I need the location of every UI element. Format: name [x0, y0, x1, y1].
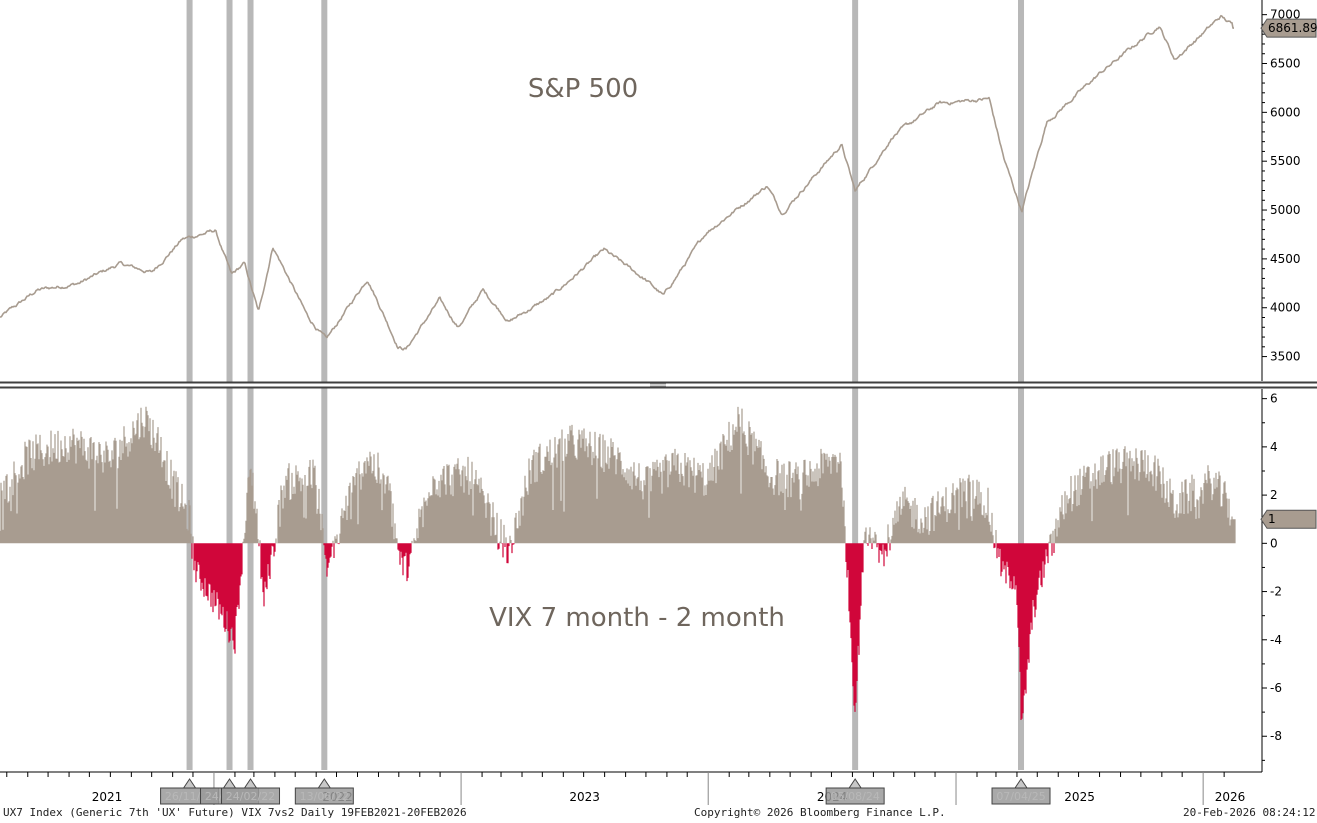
event-marker-5: 05/08/24	[825, 778, 885, 805]
year-label-2025: 2025	[1064, 790, 1095, 804]
vix-last-value-tag: 1	[1260, 509, 1317, 529]
vix-y-tick-label: -4	[1270, 633, 1282, 647]
panel-divider-gap	[0, 382, 1317, 388]
event-marker-label: 07/04/25	[996, 790, 1045, 803]
footer-timestamp: 20-Feb-2026 08:24:12	[1183, 806, 1316, 819]
footer-series-info: UX7 Index (Generic 7th 'UX' Future) VIX …	[3, 806, 467, 819]
sp500-panel	[0, 14, 1234, 351]
sp500-y-tick-label: 4000	[1270, 301, 1301, 315]
year-label-2021: 2021	[92, 790, 123, 804]
sp500-y-tick-label: 5000	[1270, 203, 1301, 217]
sp500-last-value-tag-shape	[1260, 18, 1317, 38]
sp500-y-tick-label: 5500	[1270, 154, 1301, 168]
sp500-y-tick-label: 4500	[1270, 252, 1301, 266]
vix-y-tick-label: 0	[1270, 536, 1278, 550]
event-marker-label: 13/06/22	[300, 790, 349, 803]
vix-y-tick-label: -6	[1270, 681, 1282, 695]
vix-spread-title: VIX 7 month - 2 month	[489, 603, 785, 633]
sp500-y-tick-label: 7000	[1270, 8, 1301, 22]
event-marker-box	[825, 787, 885, 805]
sp500-y-tick-label: 6500	[1270, 57, 1301, 71]
vix-term-spread-panel	[0, 406, 1236, 720]
event-marker-box	[221, 787, 281, 805]
event-marker-label: 24/02/22	[226, 790, 275, 803]
event-marker-label: 05/08/24	[830, 790, 879, 803]
vix-last-value-tag-shape	[1260, 509, 1317, 529]
vix-y-tick-label: 6	[1270, 392, 1278, 406]
vix-y-tick-label: -2	[1270, 585, 1282, 599]
sp500-price-line	[0, 14, 1234, 351]
sp500-last-value-tag: 6861.89	[1260, 18, 1317, 38]
event-marker-box	[294, 787, 354, 805]
year-label-2023: 2023	[569, 790, 600, 804]
event-marker-4: 13/06/22	[294, 778, 354, 805]
vix-y-tick-label: -8	[1270, 729, 1282, 743]
sp500-y-tick-label: 3500	[1270, 350, 1301, 364]
vix-y-tick-label: 2	[1270, 488, 1278, 502]
year-label-2026: 2026	[1215, 790, 1246, 804]
footer-copyright: Copyright© 2026 Bloomberg Finance L.P.	[694, 806, 946, 819]
vix-spread-negative-bars	[191, 543, 1055, 720]
sp500-last-value-tag-text: 6861.89	[1268, 21, 1317, 35]
event-marker-3: 24/02/22	[221, 778, 281, 805]
vix-last-value-tag-text: 1	[1268, 512, 1276, 526]
axes: 3500 4000 4500 5000 5500 6000 6500 7000 6 4 2 0 -2 -4…	[0, 0, 1317, 805]
vix-y-tick-label: 4	[1270, 440, 1278, 454]
sp500-y-tick-label: 6000	[1270, 105, 1301, 119]
sp500-title: S&P 500	[528, 74, 638, 104]
event-marker-box	[991, 787, 1051, 805]
event-marker-6: 07/04/25	[991, 778, 1051, 805]
vix-spread-positive-bars	[0, 406, 1236, 544]
